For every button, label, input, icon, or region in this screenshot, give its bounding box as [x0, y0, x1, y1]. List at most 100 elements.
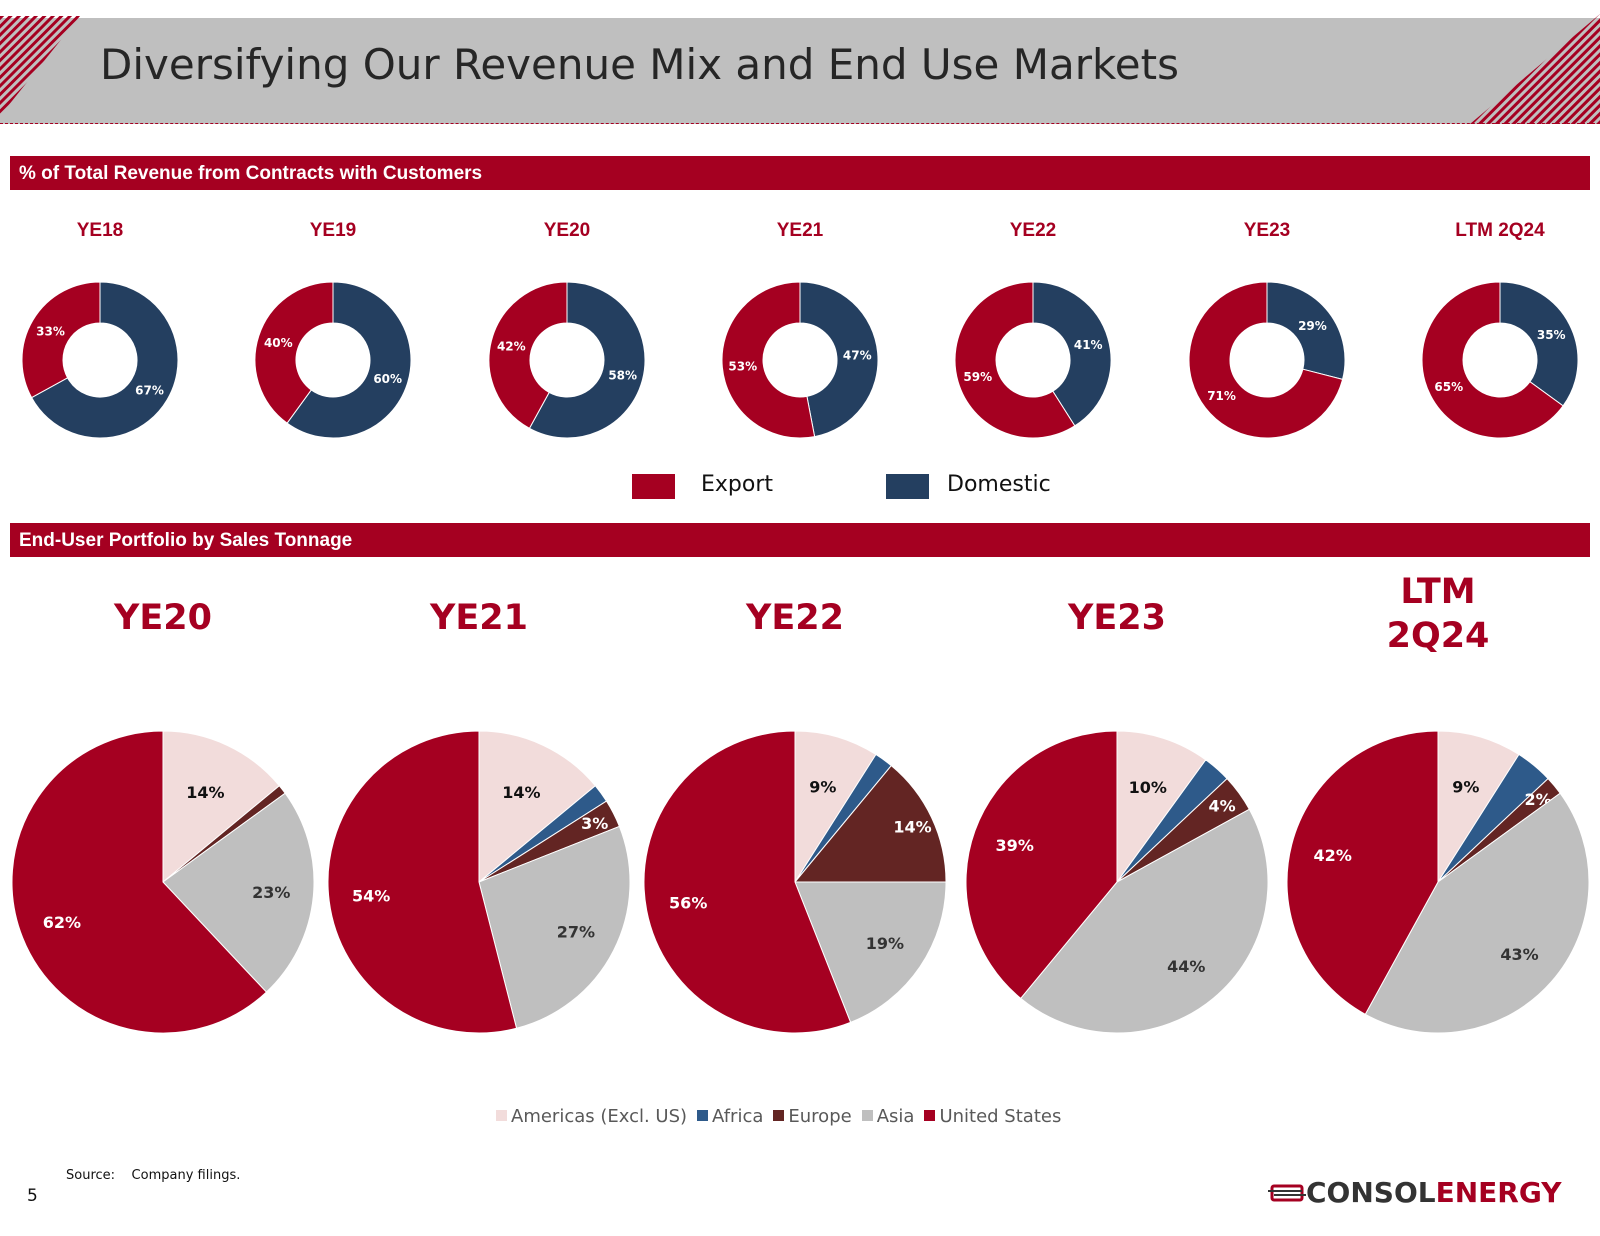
donut-data-label-export: 53% — [728, 359, 757, 373]
donut-slice-export — [254, 281, 334, 424]
pie-data-label: 56% — [669, 893, 707, 912]
page-title: Diversifying Our Revenue Mix and End Use… — [100, 40, 1179, 89]
pie-data-label: 23% — [252, 883, 290, 902]
pie-charts: 14% 23% 62% 14% 3% 27% 54% 9% 14% 19% 56% 10% 4% 44% 3… — [11, 730, 1590, 1034]
pie-slice — [643, 730, 852, 1034]
legend-domestic-label: Domestic — [947, 472, 1051, 497]
section-title-end-user: End-User Portfolio by Sales Tonnage — [10, 523, 1590, 557]
pie-slice — [965, 730, 1118, 1000]
pie-data-label: 14% — [502, 783, 540, 802]
donut-data-label-export: 59% — [963, 370, 992, 384]
legend-item: United States — [924, 1106, 1061, 1127]
donut-title: YE19 — [309, 220, 357, 241]
pie-slice — [162, 730, 281, 884]
legend-swatch — [496, 1110, 507, 1121]
pie-slice — [1116, 730, 1207, 884]
region-legend: Americas (Excl. US) Africa Europe Asia Unite… — [496, 1106, 1071, 1127]
donut-slice-domestic — [1032, 281, 1112, 427]
legend-item: Americas (Excl. US) — [496, 1106, 687, 1127]
source-note: Source: Company filings. — [66, 1168, 241, 1183]
donut-data-label-export: 33% — [36, 325, 65, 339]
legend-swatch — [697, 1110, 709, 1121]
legend-export-label: Export — [701, 472, 774, 497]
legend-label: United States — [939, 1106, 1062, 1127]
logo-mark-icon — [1268, 1184, 1306, 1202]
donut-data-label-domestic: 29% — [1298, 319, 1327, 333]
legend-domestic-swatch — [886, 474, 929, 499]
legend-item: Europe — [773, 1106, 852, 1127]
legend-item: Africa — [697, 1106, 763, 1127]
donut-slice-domestic — [799, 281, 879, 438]
donut-data-label-export: 71% — [1207, 389, 1236, 403]
donut-slice-export — [488, 281, 568, 430]
pie-data-label: 27% — [557, 922, 595, 941]
donut-title: YE21 — [776, 220, 824, 241]
pie-data-label: 54% — [352, 887, 390, 906]
donut-data-label-domestic: 41% — [1074, 338, 1103, 352]
donut-slice-domestic — [30, 281, 179, 439]
donut-data-label-domestic: 67% — [135, 383, 164, 397]
donut-data-label-domestic: 35% — [1537, 328, 1566, 342]
logo-text-consol: CONSOL — [1306, 1176, 1436, 1209]
logo-text-energy: ENERGY — [1435, 1176, 1562, 1209]
pie-title: YE21 — [430, 598, 528, 638]
donut-data-label-export: 40% — [264, 336, 293, 350]
header-stripes-right — [1470, 14, 1600, 124]
pie-slice — [1364, 792, 1590, 1034]
pie-slice — [162, 792, 315, 993]
pie-slice — [478, 825, 631, 1029]
header-band — [0, 18, 1600, 124]
pie-data-label: 39% — [996, 836, 1034, 855]
donut-charts: 67% 33% 60% 40% 58% 42% 47% 53% 41% 59% 29% 71% 35% 6… — [21, 281, 1579, 439]
donut-slice-export — [1421, 281, 1564, 439]
donut-slice-domestic — [286, 281, 412, 439]
donut-data-label-domestic: 58% — [608, 368, 637, 382]
pie-slice — [478, 730, 597, 884]
header-stripes-left — [0, 16, 80, 116]
legend-label: Africa — [712, 1106, 764, 1127]
legend-export-swatch — [632, 474, 675, 499]
pie-data-label: 9% — [1452, 777, 1479, 796]
donut-data-label-export: 42% — [497, 340, 526, 354]
donut-data-label-domestic: 60% — [373, 372, 402, 386]
donut-title: LTM 2Q24 — [1455, 220, 1545, 241]
pie-data-label: 4% — [1208, 797, 1235, 816]
donut-slice-export — [721, 281, 816, 439]
pie-data-label: 42% — [1314, 846, 1352, 865]
pie-slice — [794, 730, 877, 884]
donut-slice-domestic — [528, 281, 646, 439]
legend-label: Europe — [788, 1106, 852, 1127]
pie-slice — [327, 730, 518, 1034]
page-number: 5 — [27, 1186, 38, 1206]
pie-slice — [793, 764, 947, 883]
section-title-revenue: % of Total Revenue from Contracts with C… — [10, 156, 1590, 190]
donut-title: YE20 — [543, 220, 591, 241]
pie-data-label: 19% — [866, 934, 904, 953]
legend-swatch — [924, 1110, 936, 1121]
donut-title: YE18 — [76, 220, 124, 241]
legend-label: Asia — [876, 1106, 915, 1127]
pie-data-label: 9% — [809, 777, 836, 796]
donut-data-label-export: 65% — [1434, 380, 1463, 394]
legend-swatch — [861, 1110, 873, 1121]
donut-slice-export — [954, 281, 1076, 439]
pie-slice — [11, 730, 268, 1034]
legend-label: Americas (Excl. US) — [511, 1106, 688, 1127]
donut-data-label-domestic: 47% — [843, 349, 872, 363]
donut-title: YE22 — [1009, 220, 1057, 241]
pie-data-label: 62% — [43, 913, 81, 932]
pie-title: YE20 — [114, 598, 212, 638]
pie-data-label: 43% — [1500, 945, 1538, 964]
pie-title: YE22 — [746, 598, 844, 638]
donut-slice-export — [1188, 281, 1344, 439]
pie-data-label: 3% — [581, 814, 608, 833]
pie-data-label: 10% — [1129, 778, 1167, 797]
donut-title: YE23 — [1243, 220, 1291, 241]
company-logo: CONSOLENERGY — [1268, 1176, 1562, 1209]
pie-title: YE23 — [1068, 598, 1166, 638]
pie-data-label: 14% — [186, 783, 224, 802]
header-divider — [0, 123, 1600, 124]
pie-title: LTM 2Q24 — [1386, 572, 1490, 656]
donut-slice-export — [21, 281, 101, 399]
pie-slice — [1020, 808, 1269, 1034]
